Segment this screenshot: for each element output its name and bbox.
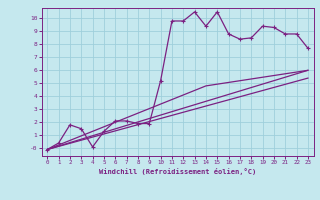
X-axis label: Windchill (Refroidissement éolien,°C): Windchill (Refroidissement éolien,°C) [99, 168, 256, 175]
